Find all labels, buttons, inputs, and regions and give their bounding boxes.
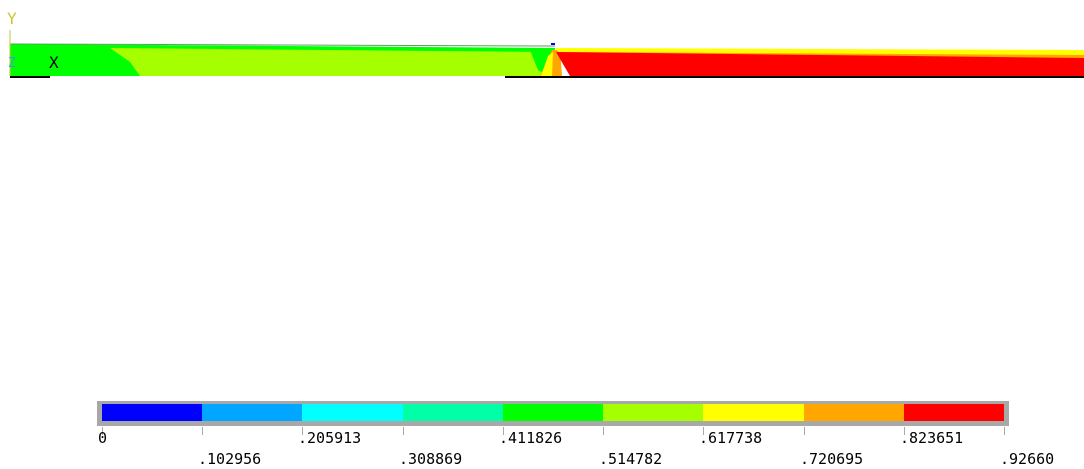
contour-region-yellowgreen	[110, 48, 548, 76]
legend-swatch	[402, 404, 503, 421]
legend-tick	[904, 427, 905, 435]
legend-label-upper: .617738	[699, 429, 763, 447]
triad-y-label: Y	[7, 9, 17, 28]
legend-swatch	[202, 404, 303, 421]
legend-swatch	[102, 404, 203, 421]
legend-label-lower: .308869	[399, 450, 463, 468]
legend-swatches	[102, 404, 1004, 421]
legend-swatch	[703, 404, 804, 421]
legend-label-lower: .514782	[599, 450, 663, 468]
contour-model	[9, 30, 1084, 78]
legend-label-lower: .92660	[1000, 450, 1055, 468]
legend-label-lower: .720695	[800, 450, 864, 468]
contour-region-red	[556, 52, 1084, 76]
legend-tick	[403, 427, 404, 435]
legend-swatch	[903, 404, 1004, 421]
legend-tick	[503, 427, 504, 435]
legend-swatch	[603, 404, 704, 421]
legend-tick	[202, 427, 203, 435]
legend-label-lower: .102956	[198, 450, 262, 468]
legend-swatch	[302, 404, 403, 421]
legend-tick	[603, 427, 604, 435]
legend-tick	[804, 427, 805, 435]
contour-legend-bar	[97, 401, 1009, 426]
legend-tick	[102, 427, 103, 435]
triad-z-label: Z	[8, 56, 16, 71]
contour-region-yellow	[541, 52, 553, 76]
legend-label-upper: .205913	[298, 429, 362, 447]
legend-swatch	[502, 404, 604, 421]
legend-label-upper: .411826	[499, 429, 563, 447]
legend-tick	[1004, 427, 1005, 435]
model-edge-top	[9, 43, 556, 47]
legend-swatch	[803, 404, 904, 421]
legend-tick	[703, 427, 704, 435]
legend-tick	[302, 427, 303, 435]
legend-label-upper: 0	[98, 429, 108, 447]
triad-x-label: X	[49, 53, 59, 72]
legend-label-upper: .823651	[900, 429, 964, 447]
